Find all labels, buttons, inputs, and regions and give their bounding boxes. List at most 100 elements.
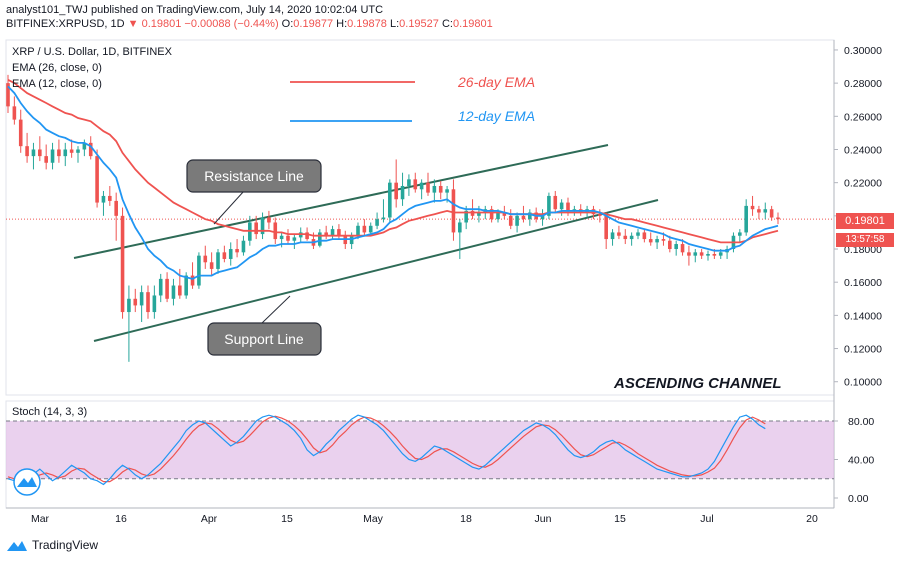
- header-line-1: analyst101_TWJ published on TradingView.…: [6, 3, 383, 17]
- candle-body: [458, 222, 462, 233]
- ema26-annotation-label: 26-day EMA: [457, 74, 535, 90]
- candle-body: [515, 215, 519, 226]
- candle-body: [139, 292, 144, 306]
- candle-body: [489, 209, 494, 220]
- candle-body: [623, 235, 628, 240]
- stoch-tick-label: 40.00: [848, 455, 874, 467]
- candle-body: [547, 195, 551, 216]
- time-tick-label: Jul: [700, 513, 713, 525]
- candle-body: [152, 295, 157, 313]
- candle-body: [114, 200, 118, 216]
- candle-body: [178, 285, 182, 296]
- candle-body: [324, 232, 328, 236]
- candle-body: [356, 225, 360, 236]
- time-tick-label: May: [363, 513, 384, 525]
- candle-body: [750, 205, 755, 210]
- candle-body: [699, 252, 704, 256]
- candle-body: [642, 232, 647, 240]
- support-callout-box: [207, 322, 322, 356]
- candle-body: [598, 214, 602, 216]
- published-text: published on TradingView.com, July 14, 2…: [91, 4, 384, 16]
- last-price-tag: 0.19801: [836, 213, 894, 229]
- legend-stoch[interactable]: Stoch (14, 3, 3): [12, 406, 88, 418]
- time-tick-label: 20: [806, 513, 818, 525]
- candle-body: [235, 249, 239, 253]
- candle-body: [559, 202, 564, 210]
- time-tick-label: Jun: [535, 513, 552, 525]
- candle-body: [674, 244, 678, 250]
- header-line-2: BITFINEX:XRPUSD, 1D ▼ 0.19801 −0.00088 (…: [6, 17, 493, 31]
- price-tick-label: 0.14000: [844, 310, 882, 322]
- candle-body: [216, 252, 220, 269]
- footer-brand[interactable]: TradingView: [6, 538, 98, 552]
- resistance-line: [73, 144, 609, 259]
- candle-body: [566, 202, 570, 211]
- stoch-tick-label: 0.00: [848, 493, 869, 505]
- candle-body: [528, 212, 532, 220]
- author-name[interactable]: analyst101_TWJ: [6, 4, 88, 16]
- legend-ema12[interactable]: EMA (12, close, 0): [12, 78, 102, 90]
- open-value: 0.19877: [293, 18, 334, 30]
- price-tick-label: 0.26000: [844, 111, 882, 123]
- candle-body: [617, 232, 621, 236]
- candle-body: [337, 229, 341, 236]
- candle-body: [763, 209, 768, 213]
- candle-body: [687, 252, 691, 256]
- candle-body: [318, 232, 322, 246]
- candle-body: [18, 119, 23, 147]
- candle-body: [610, 232, 615, 240]
- candle-body: [388, 182, 392, 218]
- close-label: C:: [441, 18, 453, 30]
- candle-body: [426, 182, 430, 193]
- symbol-label: BITFINEX:XRPUSD, 1D: [6, 18, 125, 30]
- price-change: −0.00088 (−0.44%): [184, 18, 279, 30]
- candle-body: [133, 298, 138, 306]
- candle-body: [260, 217, 265, 235]
- candle-body: [12, 106, 17, 120]
- candle-body: [744, 205, 748, 233]
- candle-body: [432, 185, 437, 193]
- stoch-tick-label: 80.00: [848, 416, 874, 428]
- tv-watermark-glyph: [17, 477, 37, 487]
- candle-body: [254, 222, 258, 235]
- candle-body: [693, 252, 698, 256]
- stoch-d-line: [7, 415, 766, 483]
- candle-body: [648, 239, 653, 243]
- candle-body: [451, 189, 456, 233]
- candle-body: [241, 240, 246, 253]
- candle-body: [680, 244, 685, 253]
- candle-body: [203, 255, 208, 263]
- candle-body: [88, 142, 93, 157]
- price-tick-label: 0.16000: [844, 277, 882, 289]
- candle-body: [394, 182, 398, 200]
- candle-body: [292, 237, 297, 241]
- candle-body: [286, 235, 290, 241]
- candle-body: [362, 225, 367, 233]
- candle-body: [44, 156, 48, 163]
- candle-body: [305, 232, 309, 240]
- time-tick-label: Mar: [31, 513, 50, 525]
- ema12-annotation-label: 12-day EMA: [458, 108, 535, 124]
- legend-ema26[interactable]: EMA (26, close, 0): [12, 62, 102, 74]
- chart-title: XRP / U.S. Dollar, 1D, BITFINEX: [12, 46, 172, 58]
- candle-body: [438, 185, 443, 193]
- candle-body: [184, 275, 188, 296]
- candle-body: [273, 222, 278, 240]
- price-tick-label: 0.30000: [844, 45, 882, 57]
- candle-body: [127, 298, 131, 313]
- high-value: 0.19878: [347, 18, 387, 30]
- candle-body: [50, 149, 55, 163]
- candle-body: [368, 225, 373, 233]
- candle-body: [419, 182, 424, 190]
- stoch-band: [6, 421, 834, 479]
- candle-body: [222, 252, 227, 259]
- candle-body: [655, 239, 659, 243]
- time-tick-label: 16: [115, 513, 127, 525]
- candle-body: [158, 278, 163, 296]
- brand-name: TradingView: [32, 538, 99, 552]
- candle-body: [82, 142, 87, 150]
- down-arrow-icon: ▼: [127, 18, 139, 30]
- candle-body: [776, 217, 780, 220]
- candle-body: [120, 215, 125, 313]
